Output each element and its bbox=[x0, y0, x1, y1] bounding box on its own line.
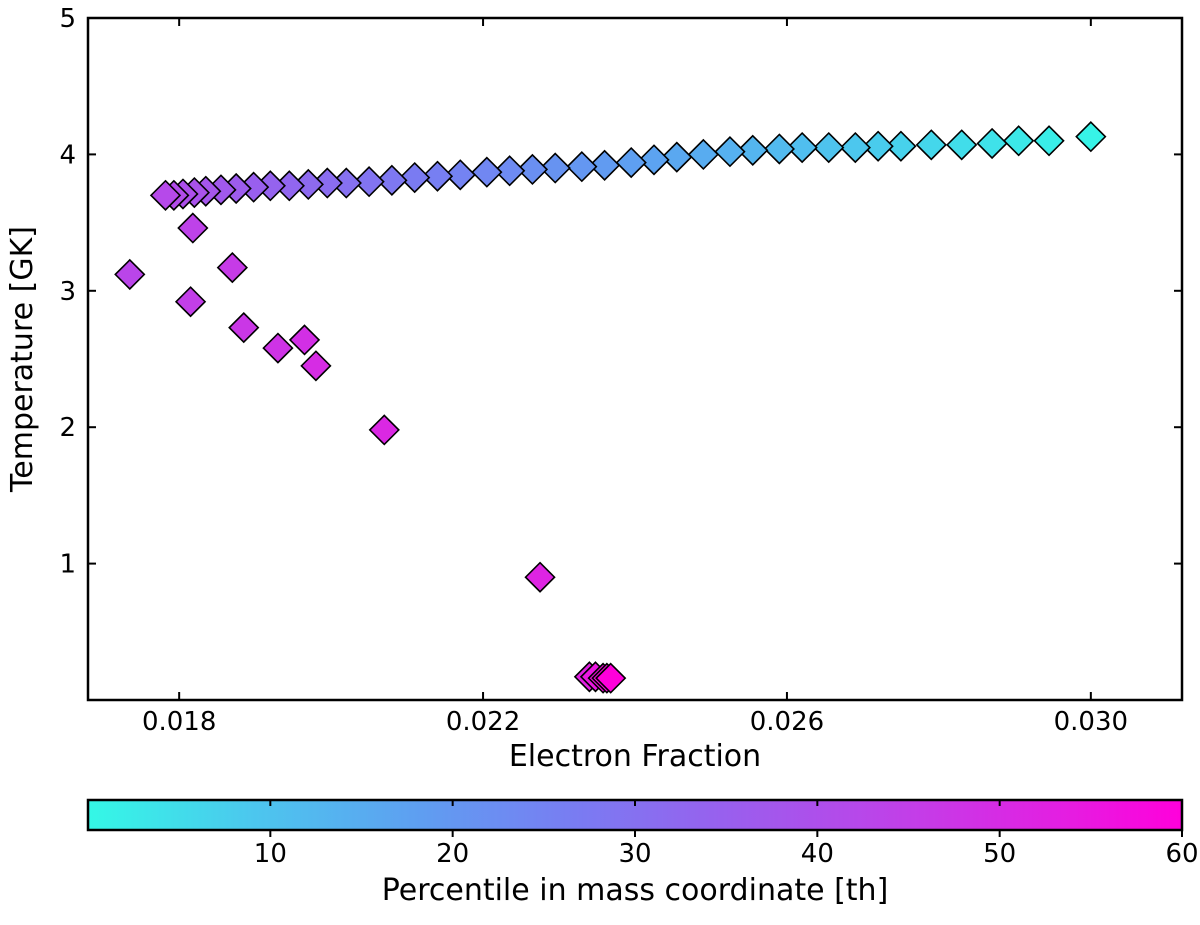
colorbar-tick-label: 60 bbox=[1165, 839, 1198, 869]
x-tick-label: 0.018 bbox=[142, 707, 216, 737]
scatter-point bbox=[841, 133, 870, 162]
scatter-point bbox=[263, 334, 292, 363]
scatter-point bbox=[301, 351, 330, 380]
y-axis-label: Temperature [GK] bbox=[5, 226, 40, 493]
y-tick-label: 2 bbox=[59, 413, 76, 443]
x-tick-label: 0.022 bbox=[446, 707, 520, 737]
x-axis-label: Electron Fraction bbox=[509, 739, 761, 774]
scatter-point bbox=[814, 133, 843, 162]
colorbar-label: Percentile in mass coordinate [th] bbox=[382, 873, 889, 908]
chart-svg: 0.018 0.022 0.026 0.030 1 2 3 4 5 Electron Frac… bbox=[0, 0, 1200, 925]
scatter-point bbox=[472, 158, 501, 187]
y-tick-label: 1 bbox=[59, 550, 76, 580]
scatter-point bbox=[617, 148, 646, 177]
scatter-point bbox=[176, 287, 205, 316]
scatter-point bbox=[1035, 126, 1064, 155]
scatter-point bbox=[229, 313, 258, 342]
colorbar-tick-label: 20 bbox=[436, 839, 469, 869]
plot-area-outline bbox=[88, 18, 1182, 700]
y-ticks: 1 2 3 4 5 bbox=[59, 4, 1182, 580]
scatter-point bbox=[1076, 122, 1105, 151]
x-ticks: 0.018 0.022 0.026 0.030 bbox=[142, 18, 1128, 737]
scatter-point bbox=[115, 260, 144, 289]
scatter-point bbox=[689, 140, 718, 169]
colorbar-tick-label: 30 bbox=[618, 839, 651, 869]
colorbar-tick-label: 40 bbox=[801, 839, 834, 869]
x-tick-label: 0.030 bbox=[1054, 707, 1128, 737]
scatter-point bbox=[715, 137, 744, 166]
y-tick-label: 5 bbox=[59, 4, 76, 34]
scatter-point bbox=[526, 563, 555, 592]
scatter-point bbox=[290, 325, 319, 354]
scatter-point bbox=[370, 415, 399, 444]
scatter-point bbox=[947, 130, 976, 159]
scatter-point bbox=[178, 214, 207, 243]
colorbar-tick-label: 10 bbox=[254, 839, 287, 869]
y-tick-label: 4 bbox=[59, 140, 76, 170]
scatter-points bbox=[115, 122, 1105, 693]
x-tick-label: 0.026 bbox=[750, 707, 824, 737]
scatter-point bbox=[978, 129, 1007, 158]
scatter-point bbox=[1004, 126, 1033, 155]
colorbar-tick-label: 50 bbox=[983, 839, 1016, 869]
scatter-point bbox=[765, 134, 794, 163]
scatter-point bbox=[218, 253, 247, 282]
scatter-point bbox=[567, 152, 596, 181]
chart-root: 0.018 0.022 0.026 0.030 1 2 3 4 5 Electron Frac… bbox=[0, 0, 1200, 925]
y-tick-label: 3 bbox=[59, 277, 76, 307]
scatter-point bbox=[917, 130, 946, 159]
